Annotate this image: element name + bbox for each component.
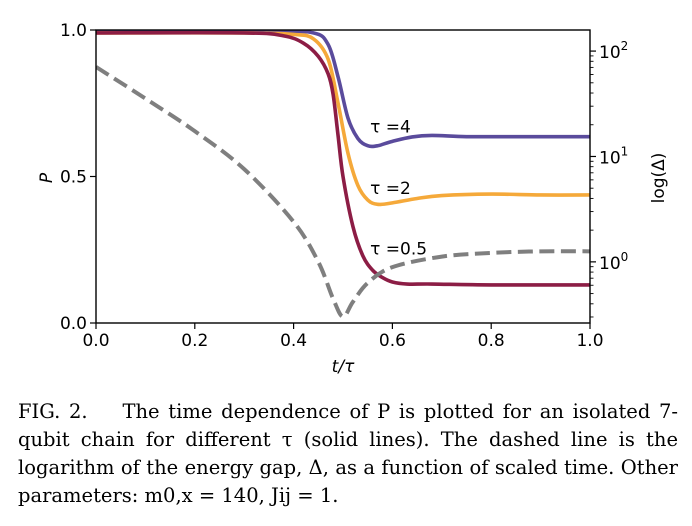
plot-area — [96, 30, 590, 319]
series-line-1 — [96, 31, 590, 207]
x-tick-label-2: 0.4 — [280, 331, 307, 351]
y2-axis-label: log(Δ) — [649, 153, 669, 204]
x-tick-label-5: 1.0 — [576, 331, 603, 351]
series-label-1: τ =2 — [370, 179, 411, 199]
series-line-3 — [96, 65, 590, 319]
y2-tick-label-1: 101 — [599, 144, 628, 168]
series-label-0: τ =4 — [370, 118, 411, 138]
x-tick-label-1: 0.2 — [181, 331, 208, 351]
y-axis-label: P — [37, 172, 57, 183]
figure-caption-label: FIG. 2. — [18, 400, 88, 423]
series-label-2: τ =0.5 — [370, 239, 427, 259]
series-line-2 — [96, 30, 590, 287]
y2-tick-label-2: 102 — [599, 39, 628, 63]
y-tick-label-1: 0.5 — [60, 168, 87, 188]
x-tick-label-4: 0.8 — [478, 331, 505, 351]
y2-tick-label-0: 100 — [599, 250, 628, 274]
figure: t/τ P log(Δ) τ =4 τ =2 τ =0.5 0.0 0.2 0.4 0.6 0… — [37, 21, 669, 377]
x-tick-label-0: 0.0 — [82, 331, 109, 351]
x-axis-label: t/τ — [332, 357, 355, 377]
y-tick-label-2: 1.0 — [60, 21, 87, 41]
chart: t/τ P log(Δ) τ =4 τ =2 τ =0.5 0.0 0.2 0.4 0.6 0… — [37, 21, 669, 377]
y-tick-label-0: 0.0 — [60, 314, 87, 334]
series-line-0 — [96, 30, 590, 149]
tick-marks — [90, 29, 596, 329]
x-tick-label-3: 0.6 — [379, 331, 406, 351]
figure-caption: FIG. 2. The time dependence of P is plot… — [18, 398, 678, 510]
figure-caption-text: The time dependence of P is plotted for … — [18, 400, 685, 507]
